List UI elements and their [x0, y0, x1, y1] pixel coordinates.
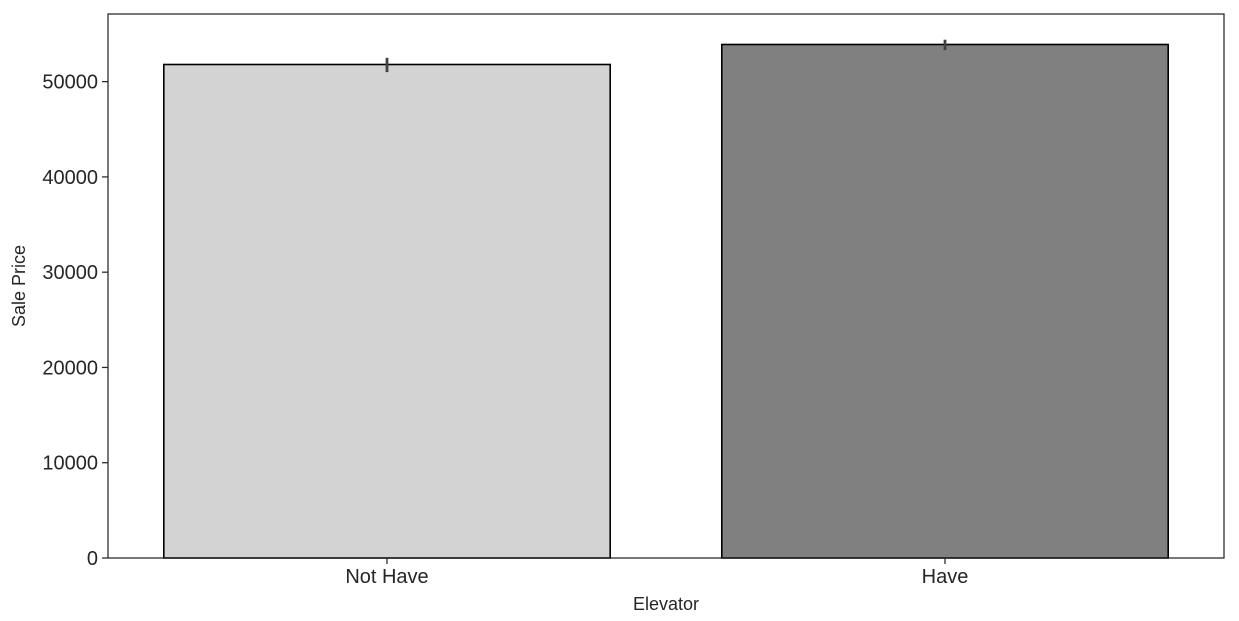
- y-tick-label: 10000: [42, 453, 98, 475]
- x-tick-label: Not Have: [345, 566, 428, 588]
- y-tick-label: 0: [87, 548, 98, 570]
- y-axis-ticks: 0 10000 20000 30000 40000 50000: [42, 72, 108, 570]
- y-tick-label: 20000: [42, 357, 98, 379]
- y-tick-label: 30000: [42, 262, 98, 284]
- y-tick-label: 40000: [42, 167, 98, 189]
- x-axis-ticks: Not Have Have: [345, 558, 968, 588]
- bar-not-have: [163, 63, 611, 559]
- bars-layer: [163, 43, 1169, 559]
- plot-frame: [107, 13, 1225, 559]
- bar-have: [720, 43, 1169, 559]
- y-tick-label: 50000: [42, 72, 98, 94]
- errorbars-layer: [385, 39, 947, 73]
- x-axis-label: Elevator: [633, 594, 699, 614]
- y-axis-label: Sale Price: [9, 245, 29, 327]
- x-tick-label: Have: [922, 566, 969, 588]
